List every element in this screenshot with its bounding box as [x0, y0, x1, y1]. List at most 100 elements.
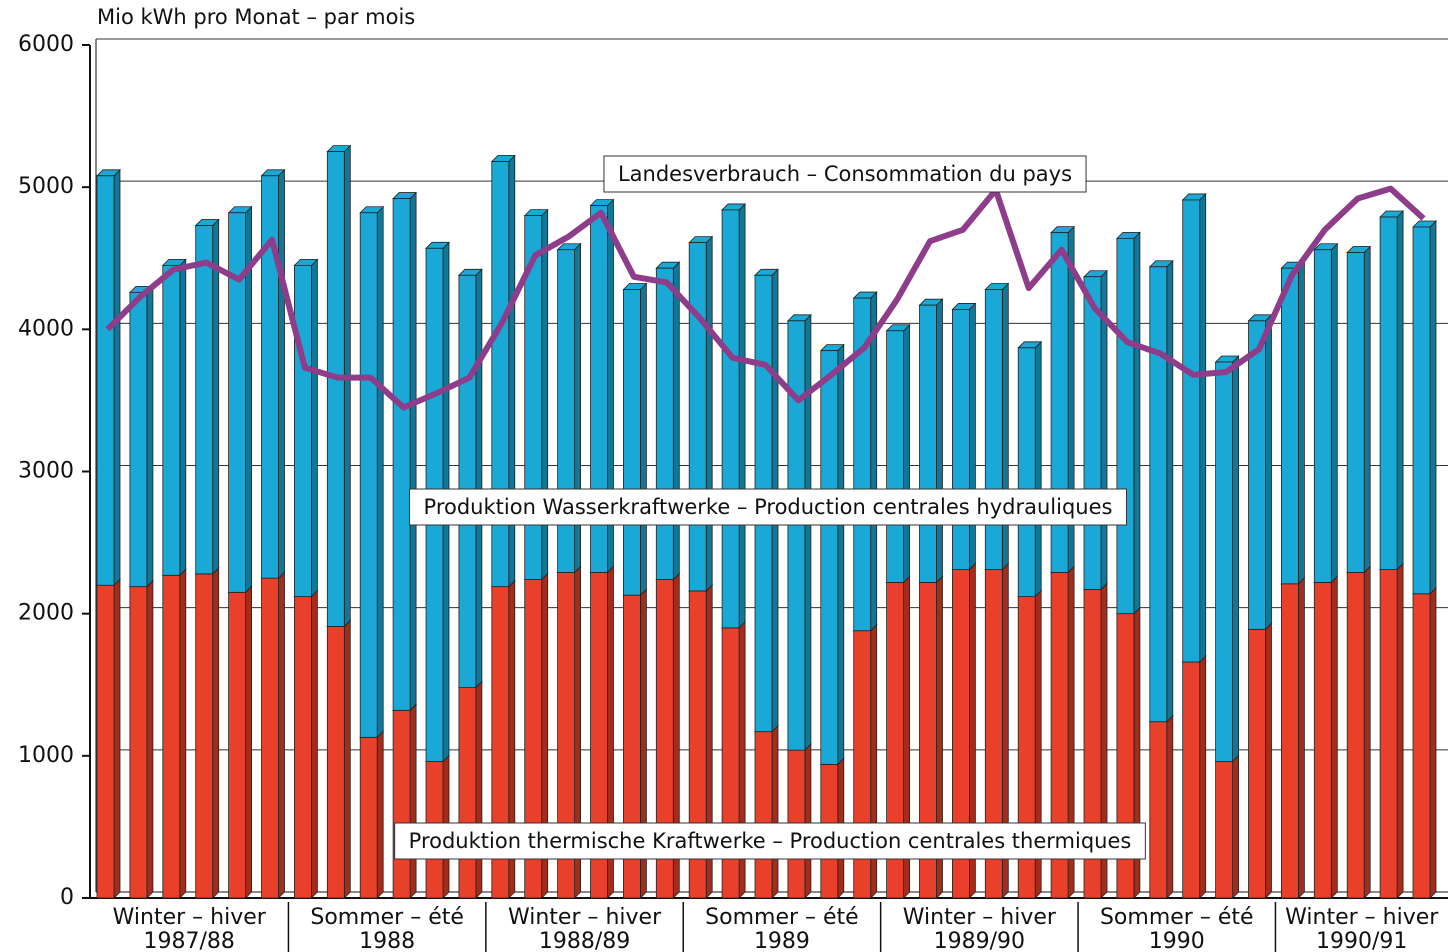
bar-side: [1330, 575, 1338, 899]
bar: [1412, 593, 1431, 899]
bar-side: [1034, 340, 1042, 598]
bar-side: [310, 589, 318, 899]
bar: [359, 212, 378, 738]
bar-side: [343, 619, 351, 899]
bar: [721, 209, 740, 629]
bar: [129, 291, 148, 588]
group-label: Winter – hiver: [1285, 905, 1439, 930]
bar-side: [409, 703, 417, 899]
bar: [952, 309, 970, 570]
y-tick-label: 6000: [18, 32, 74, 57]
bar-side: [1298, 261, 1305, 585]
bar: [1083, 276, 1102, 590]
bar: [162, 574, 181, 899]
bar-side: [212, 566, 220, 899]
bar: [1281, 583, 1299, 899]
bar: [590, 205, 608, 573]
bar-side: [179, 568, 187, 899]
bar: [1149, 721, 1168, 899]
bar: [820, 350, 839, 765]
series-label: Landesverbrauch – Consommation du pays: [603, 155, 1087, 193]
label-box: [394, 822, 1146, 860]
y-tick-label: 2000: [18, 601, 74, 626]
bar-side: [1396, 562, 1404, 899]
bar-side: [1199, 192, 1207, 663]
bar-side: [113, 578, 121, 899]
bar: [195, 225, 214, 575]
bar-side: [1330, 242, 1338, 584]
bar-side: [278, 168, 285, 580]
bar-side: [804, 313, 812, 752]
bar: [392, 709, 411, 899]
group-period: 1988: [359, 929, 415, 952]
bar-side: [1166, 714, 1174, 899]
bar-side: [113, 168, 121, 587]
bar: [1346, 572, 1365, 899]
bar-side: [936, 298, 943, 584]
y-tick-label: 0: [60, 885, 74, 910]
bar: [458, 687, 477, 899]
bar: [1281, 267, 1299, 585]
bar: [261, 577, 279, 899]
bar-side: [409, 191, 417, 712]
bar-side: [1298, 576, 1305, 899]
group-label: Sommer – été: [705, 905, 859, 930]
bar-side: [1429, 220, 1437, 595]
bar-side: [146, 579, 154, 899]
bar-side: [475, 680, 483, 899]
bar-side: [1396, 210, 1404, 571]
bar: [886, 330, 904, 583]
bar-side: [640, 282, 647, 597]
bar: [655, 267, 674, 580]
label-box: [603, 155, 1087, 193]
bar: [491, 161, 510, 588]
bar-side: [1363, 565, 1371, 899]
group-label: Winter – hiver: [903, 905, 1057, 930]
bar: [1248, 628, 1266, 899]
bar-side: [376, 730, 384, 899]
bar-side: [804, 743, 812, 899]
bar: [293, 596, 312, 899]
bar: [96, 175, 115, 586]
bar-side: [1166, 259, 1174, 723]
bar-side: [1429, 586, 1437, 899]
bar: [1412, 226, 1431, 595]
bar-side: [1232, 754, 1239, 899]
bar-side: [672, 261, 680, 581]
bar: [228, 212, 247, 593]
bar-side: [212, 218, 220, 575]
bar: [1182, 661, 1201, 899]
bar-side: [475, 268, 483, 689]
bar: [754, 731, 773, 899]
bar: [623, 289, 641, 596]
label-box: [409, 488, 1127, 526]
bar: [162, 264, 181, 576]
group-period: 1988/89: [539, 929, 630, 952]
bar-side: [179, 258, 187, 577]
y-tick-label: 5000: [18, 174, 74, 199]
bar: [1149, 266, 1168, 723]
y-tick-label: 4000: [18, 316, 74, 341]
bar: [392, 198, 411, 711]
bar-side: [903, 323, 910, 584]
y-tick-label: 1000: [18, 743, 74, 768]
series-label: Produktion Wasserkraftwerke – Production…: [409, 488, 1127, 526]
bar: [228, 591, 247, 899]
bar: [853, 297, 872, 632]
bar: [1050, 232, 1069, 573]
bar: [326, 626, 345, 899]
bar-side: [343, 144, 351, 628]
series-label-text: Produktion thermische Kraftwerke – Produ…: [409, 829, 1132, 853]
bar: [1017, 347, 1036, 598]
bar: [787, 320, 806, 751]
bar-side: [1133, 231, 1141, 615]
group-label: Winter – hiver: [113, 905, 267, 930]
bar: [1313, 581, 1332, 899]
bar-side: [1363, 245, 1371, 574]
bar: [919, 304, 937, 583]
bar: [96, 584, 115, 899]
bar-side: [771, 724, 779, 899]
bar: [359, 736, 378, 899]
bar-side: [705, 235, 713, 592]
bar: [1379, 216, 1398, 570]
